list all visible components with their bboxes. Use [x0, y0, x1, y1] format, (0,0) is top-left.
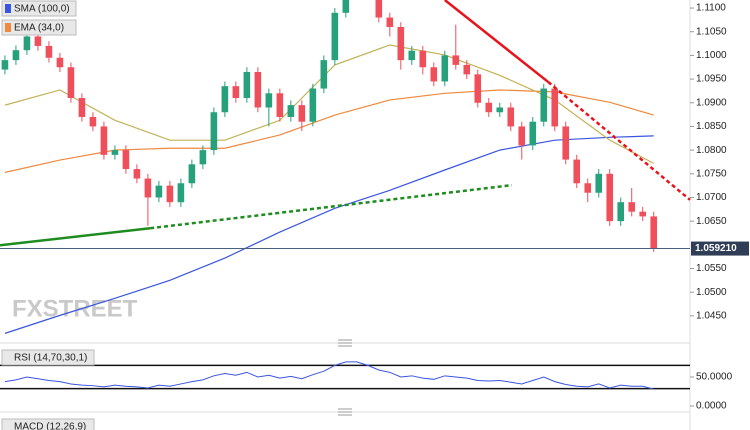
candle-body [595, 173, 603, 193]
candle-body [584, 183, 592, 193]
candle-body [397, 26, 405, 61]
candle-body [320, 60, 328, 89]
candle-body [474, 74, 482, 103]
candle-body [221, 86, 229, 113]
candle-body [408, 50, 416, 61]
candle-body [375, 0, 383, 18]
candle-body [529, 121, 537, 146]
candle-body [122, 150, 130, 170]
candle-body [34, 36, 42, 46]
last-price-label: 1.059210 [695, 243, 737, 254]
trend-line [444, 0, 549, 83]
candle-body [551, 88, 559, 127]
candle-body [144, 178, 152, 198]
y-tick-label: 1.0900 [696, 97, 727, 108]
candle-body [1, 60, 9, 70]
candle-body [650, 216, 658, 249]
panel-handle [338, 339, 352, 347]
legend-box [1, 19, 77, 36]
trend-line [149, 183, 513, 230]
candle-body [463, 64, 471, 75]
candle-body [100, 126, 108, 155]
y-tick-label: 1.0550 [696, 263, 727, 274]
trend-line [0, 227, 151, 247]
legend-box [1, 349, 95, 366]
candle-body [56, 57, 64, 68]
macd-label: MACD (12,26,9) [14, 422, 86, 430]
candle-body [331, 12, 339, 61]
candle-body [199, 150, 207, 165]
y-tick-label: 1.0950 [696, 74, 727, 85]
candle-body [496, 107, 504, 113]
candle-body [111, 150, 119, 155]
y-tick-label: 1.0800 [696, 145, 727, 156]
candle-body [276, 93, 284, 117]
candle-body [232, 86, 240, 99]
candle-body [540, 88, 548, 122]
rsi-label: RSI (14,70,30,1) [14, 353, 87, 364]
candle-body [67, 67, 75, 99]
legend: SMA (100,0) EMA (34,0) RSI (14,70,30,1) … [1, 0, 95, 430]
candle-body [573, 159, 581, 184]
y-tick-label: 1.0700 [696, 192, 727, 203]
candle-body [419, 50, 427, 68]
candle-body [12, 50, 20, 61]
candle-body [518, 126, 526, 146]
legend-label: EMA (34,0) [14, 23, 64, 34]
candle-body [485, 102, 493, 113]
y-tick-label: 1.0450 [696, 310, 727, 321]
y-tick-label: 0.0000 [696, 401, 727, 412]
panel-handle [338, 408, 352, 416]
y-tick-label: 1.1000 [696, 50, 727, 61]
last-price-box [691, 241, 749, 256]
candle-body [298, 105, 306, 122]
legend-box [1, 418, 95, 430]
rsi-line [4, 361, 654, 390]
y-tick-label: 1.0850 [696, 121, 727, 132]
candle-body [243, 71, 251, 99]
candle-body [441, 55, 449, 82]
candle-body [177, 183, 185, 203]
candle-body [606, 173, 614, 222]
moving-average-line [4, 135, 654, 334]
candle-body [166, 185, 174, 203]
candle-body [89, 116, 97, 127]
candle-body [254, 71, 262, 108]
watermark: FXSTREET [12, 295, 138, 322]
candle-body [45, 45, 53, 58]
candle-body [210, 112, 218, 151]
candle-body [287, 105, 295, 117]
legend-swatch [5, 23, 11, 32]
y-tick-label: 1.0500 [696, 287, 727, 298]
y-tick-label: 1.0650 [696, 216, 727, 227]
candle-body [133, 169, 141, 179]
candle-body [452, 55, 460, 65]
candle-body [155, 185, 163, 198]
price-panel [1, 0, 658, 334]
candle-body [430, 67, 438, 82]
candle-body [23, 36, 31, 51]
y-tick-label: 1.1050 [696, 26, 727, 37]
y-tick-label: 1.0750 [696, 168, 727, 179]
candle-body [309, 88, 317, 122]
candle-body [617, 202, 625, 222]
legend-swatch [5, 4, 11, 13]
legend-box [1, 0, 77, 17]
candle-body [188, 164, 196, 184]
candle-body [386, 17, 394, 27]
candle-body [342, 0, 350, 13]
candle-body [639, 211, 647, 217]
rsi-panel: 50.0000 0.0000 [0, 361, 733, 412]
candle-body [507, 107, 515, 127]
candle-body [562, 126, 570, 160]
candle-body [78, 98, 86, 117]
trend-line [547, 80, 691, 201]
y-tick-label: 1.1100 [696, 3, 726, 14]
y-tick-label: 50.0000 [696, 372, 733, 383]
legend-label: SMA (100,0) [14, 4, 70, 15]
candle-body [265, 93, 273, 108]
candle-body [628, 202, 636, 212]
